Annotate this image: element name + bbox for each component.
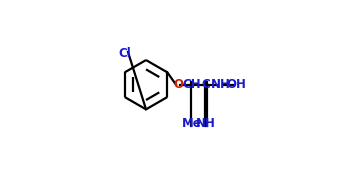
Text: OH: OH — [227, 78, 247, 91]
Text: NH: NH — [196, 117, 216, 130]
Text: NH: NH — [211, 78, 230, 91]
Text: C: C — [202, 78, 210, 91]
Text: O: O — [173, 78, 183, 91]
Text: CH: CH — [182, 78, 201, 91]
Text: Me: Me — [181, 117, 201, 130]
Text: Cl: Cl — [118, 47, 131, 60]
